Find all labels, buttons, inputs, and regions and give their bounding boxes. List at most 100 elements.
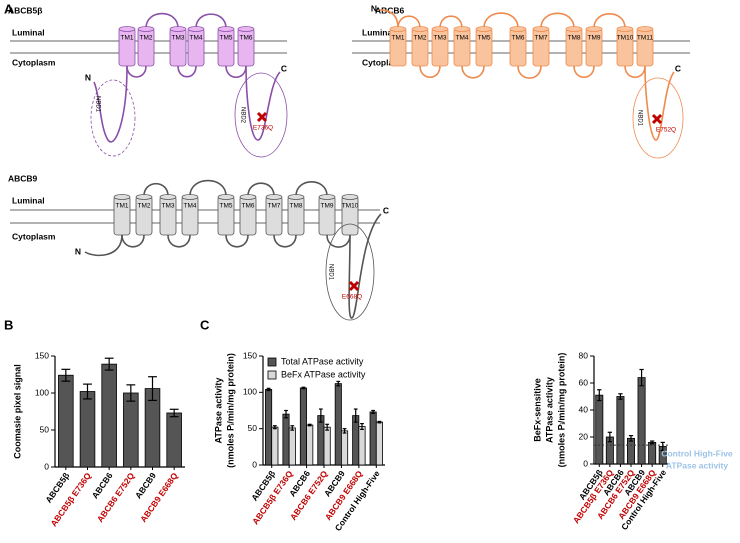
- c-terminus: [348, 213, 382, 319]
- bar: [341, 430, 349, 466]
- error-bar: [307, 423, 312, 427]
- helix: [509, 27, 527, 67]
- terminus-label: C: [675, 63, 681, 73]
- nbd-label: NBD1: [327, 264, 333, 281]
- helix-label: TM10: [617, 35, 634, 42]
- error-bar: [301, 386, 306, 390]
- y-axis-label: (nmoles Pᵢ/min/mg protein): [225, 353, 235, 468]
- mutation-mark: [256, 111, 268, 123]
- error-bar: [649, 440, 655, 445]
- loop: [517, 65, 542, 79]
- error-bar: [628, 435, 634, 442]
- bar: [299, 387, 307, 466]
- panel-letter: A: [4, 1, 14, 16]
- helix: [565, 27, 583, 67]
- bar: [123, 392, 139, 468]
- error-bar: [342, 428, 347, 434]
- error-bar: [371, 409, 376, 415]
- helix-top: [636, 26, 654, 32]
- y-tick-label: 60: [579, 377, 589, 387]
- error-bar: [148, 376, 157, 401]
- legend-swatch: [267, 357, 277, 367]
- c-terminus: [245, 65, 281, 141]
- error-bar: [607, 431, 613, 443]
- compartment-label: Luminal: [362, 27, 395, 37]
- helix: [453, 27, 471, 67]
- n-terminus: [379, 9, 399, 29]
- compartment-label: Cytoplasm: [362, 57, 406, 67]
- loop: [273, 234, 297, 248]
- bar: [166, 412, 182, 468]
- y-tick-label: 100: [35, 387, 49, 397]
- loop: [593, 13, 626, 29]
- y-axis-label: BeFx-sensitive: [532, 378, 542, 442]
- bar: [616, 396, 625, 465]
- loop: [461, 65, 485, 79]
- loop: [419, 65, 441, 79]
- helix-top: [287, 194, 305, 200]
- helix: [137, 27, 155, 67]
- y-axis-label: ATPase activity: [544, 377, 554, 443]
- mutation-label: E752Q: [656, 127, 676, 134]
- bar: [317, 415, 325, 466]
- panel-letter: B: [4, 317, 13, 332]
- helix-label: TM3: [172, 35, 185, 42]
- y-tick-label: 50: [40, 424, 50, 434]
- error-bar: [169, 408, 179, 418]
- helix-top: [585, 26, 603, 32]
- bar: [375, 421, 383, 466]
- bar: [271, 426, 279, 466]
- bar: [637, 377, 646, 465]
- loop: [295, 181, 328, 197]
- error-bar: [360, 422, 364, 430]
- error-bar: [272, 425, 277, 430]
- helix-top: [181, 194, 199, 200]
- bar: [282, 413, 290, 466]
- bar: [627, 437, 635, 465]
- y-tick-label: 150: [35, 350, 49, 360]
- helix-label: TM2: [140, 35, 153, 42]
- y-tick-label: 150: [243, 350, 257, 360]
- legend-label: BeFx ATPase activity: [281, 369, 366, 379]
- protein-name: ABCB6: [375, 5, 405, 15]
- bar: [352, 415, 360, 466]
- helix: [169, 27, 187, 67]
- helix: [389, 27, 407, 67]
- loop: [225, 65, 247, 79]
- helix-top: [113, 194, 131, 200]
- helix-top: [475, 26, 493, 32]
- mutation-label: E736Q: [253, 125, 273, 132]
- loop: [439, 15, 463, 29]
- helix-top: [135, 194, 153, 200]
- error-bar: [266, 387, 271, 392]
- helix-label: TM5: [478, 35, 491, 42]
- terminus-label: N: [371, 3, 377, 13]
- helix-label: TM4: [190, 35, 203, 42]
- y-tick-label: 80: [579, 350, 589, 360]
- reference-label: Control High-Five: [661, 448, 733, 458]
- helix-top: [565, 26, 583, 32]
- error-bar: [318, 408, 323, 423]
- bar: [334, 383, 342, 466]
- loop: [177, 65, 197, 78]
- helix-top: [341, 194, 359, 200]
- legend-swatch: [267, 370, 277, 380]
- helix-label: TM1: [116, 203, 129, 210]
- bar: [358, 426, 366, 466]
- bar: [265, 389, 273, 466]
- loop: [189, 179, 227, 197]
- helix-label: TM8: [568, 35, 581, 42]
- helix-label: TM4: [456, 35, 469, 42]
- y-tick-label: 100: [243, 387, 257, 397]
- loop: [483, 12, 519, 29]
- y-tick-label: 40: [579, 404, 589, 414]
- helix: [636, 27, 654, 67]
- helix: [585, 27, 603, 67]
- y-tick-label: 0: [583, 458, 588, 468]
- mutation-label: E668Q: [342, 294, 362, 301]
- helix-label: TM6: [242, 203, 255, 210]
- error-bar: [126, 384, 136, 402]
- helix-top: [532, 26, 550, 32]
- error-bar: [639, 368, 644, 387]
- mutation-mark: [348, 280, 360, 292]
